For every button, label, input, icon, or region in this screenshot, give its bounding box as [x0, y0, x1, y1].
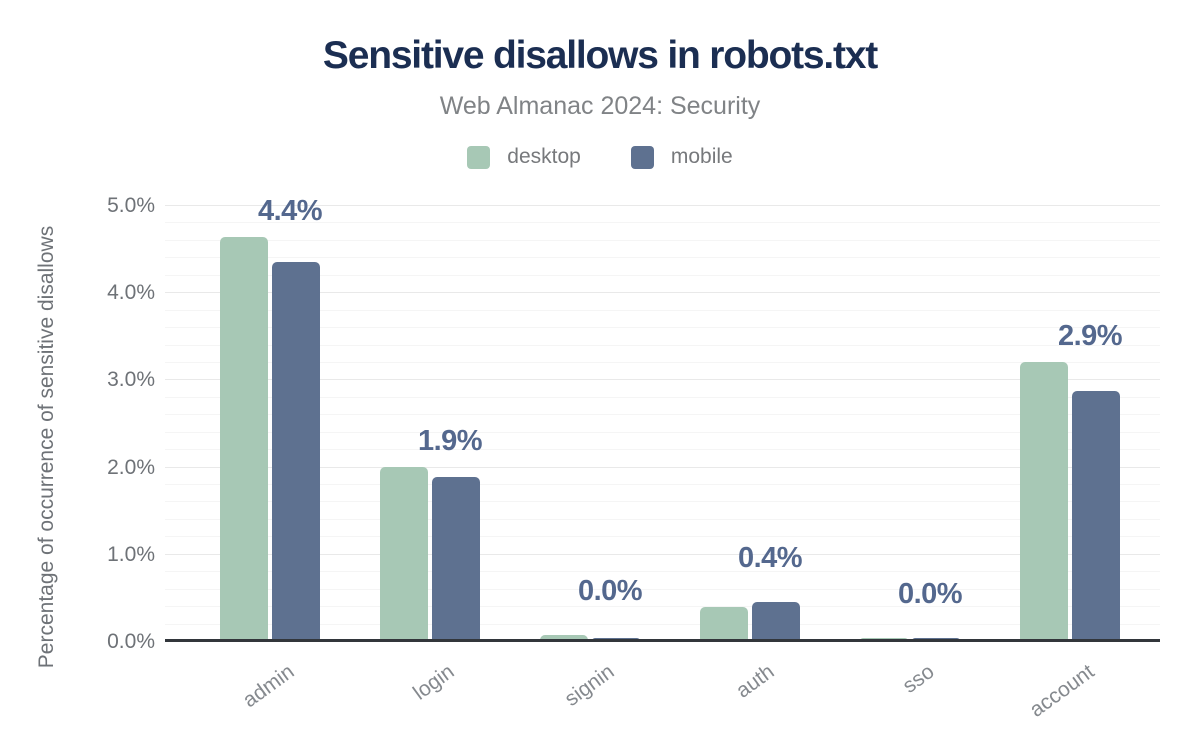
- bar-value-label-login: 1.9%: [417, 424, 483, 457]
- bar-mobile-account: [1072, 390, 1120, 641]
- y-tick-label: 1.0%: [107, 542, 155, 566]
- bar-desktop-account: [1020, 361, 1068, 641]
- gridline-major: [165, 205, 1160, 206]
- gridline-major: [165, 379, 1160, 381]
- gridline-minor: [165, 449, 1160, 451]
- gridline-minor: [165, 606, 1160, 608]
- bar-mobile-admin: [272, 261, 320, 641]
- x-axis-line: [165, 639, 1160, 642]
- x-category-label-account: account: [1025, 660, 1099, 722]
- bar-value-label-signin: 0.0%: [577, 574, 643, 607]
- gridline-minor: [165, 414, 1160, 416]
- x-category-label-sso: sso: [898, 660, 939, 698]
- gridline-minor: [165, 327, 1160, 329]
- gridline-major: [165, 292, 1160, 294]
- gridline-minor: [165, 588, 1160, 590]
- gridline-minor: [165, 571, 1160, 573]
- gridline-minor: [165, 518, 1160, 520]
- y-tick-label: 5.0%: [107, 194, 155, 217]
- bar-mobile-login: [432, 477, 480, 641]
- bar-desktop-signin: [540, 634, 588, 641]
- gridline-major: [165, 553, 1160, 555]
- desktop-swatch-icon: [467, 145, 491, 169]
- chart-title: Sensitive disallows in robots.txt: [322, 34, 878, 77]
- x-category-label-admin: admin: [238, 660, 299, 713]
- gridline-minor: [165, 361, 1160, 363]
- y-tick-label: 0.0%: [107, 630, 155, 653]
- gridline-minor: [165, 222, 1160, 224]
- bar-desktop-auth: [700, 606, 748, 641]
- gridline-major: [165, 466, 1160, 468]
- legend-item-desktop: desktop: [467, 145, 581, 169]
- bar-mobile-auth: [752, 601, 800, 641]
- chart-subtitle: Web Almanac 2024: Security: [439, 92, 761, 120]
- bar-value-label-admin: 4.4%: [257, 195, 323, 228]
- legend: desktop mobile: [0, 143, 1200, 171]
- gridline-minor: [165, 536, 1160, 538]
- bar-value-label-auth: 0.4%: [737, 541, 803, 574]
- gridline-minor: [165, 396, 1160, 398]
- y-tick-label: 3.0%: [107, 368, 155, 392]
- gridline-minor: [165, 501, 1160, 503]
- legend-label: desktop: [507, 145, 581, 168]
- gridline-minor: [165, 623, 1160, 625]
- gridline-minor: [165, 257, 1160, 259]
- legend-label: mobile: [670, 145, 733, 168]
- legend-item-mobile: mobile: [630, 145, 733, 169]
- gridline-minor: [165, 274, 1160, 276]
- x-category-label-login: login: [409, 660, 459, 705]
- x-category-label-auth: auth: [731, 660, 779, 703]
- mobile-swatch-icon: [630, 145, 654, 169]
- gridline-minor: [165, 484, 1160, 486]
- bar-desktop-login: [380, 466, 428, 641]
- x-category-label-signin: signin: [560, 660, 619, 711]
- y-tick-label: 4.0%: [107, 281, 155, 305]
- bar-value-label-account: 2.9%: [1057, 319, 1123, 352]
- gridline-minor: [165, 309, 1160, 311]
- y-tick-label: 2.0%: [107, 455, 155, 479]
- gridline-minor: [165, 344, 1160, 346]
- gridline-minor: [165, 239, 1160, 241]
- gridline-minor: [165, 431, 1160, 433]
- bar-desktop-admin: [220, 237, 268, 641]
- bar-value-label-sso: 0.0%: [897, 577, 963, 610]
